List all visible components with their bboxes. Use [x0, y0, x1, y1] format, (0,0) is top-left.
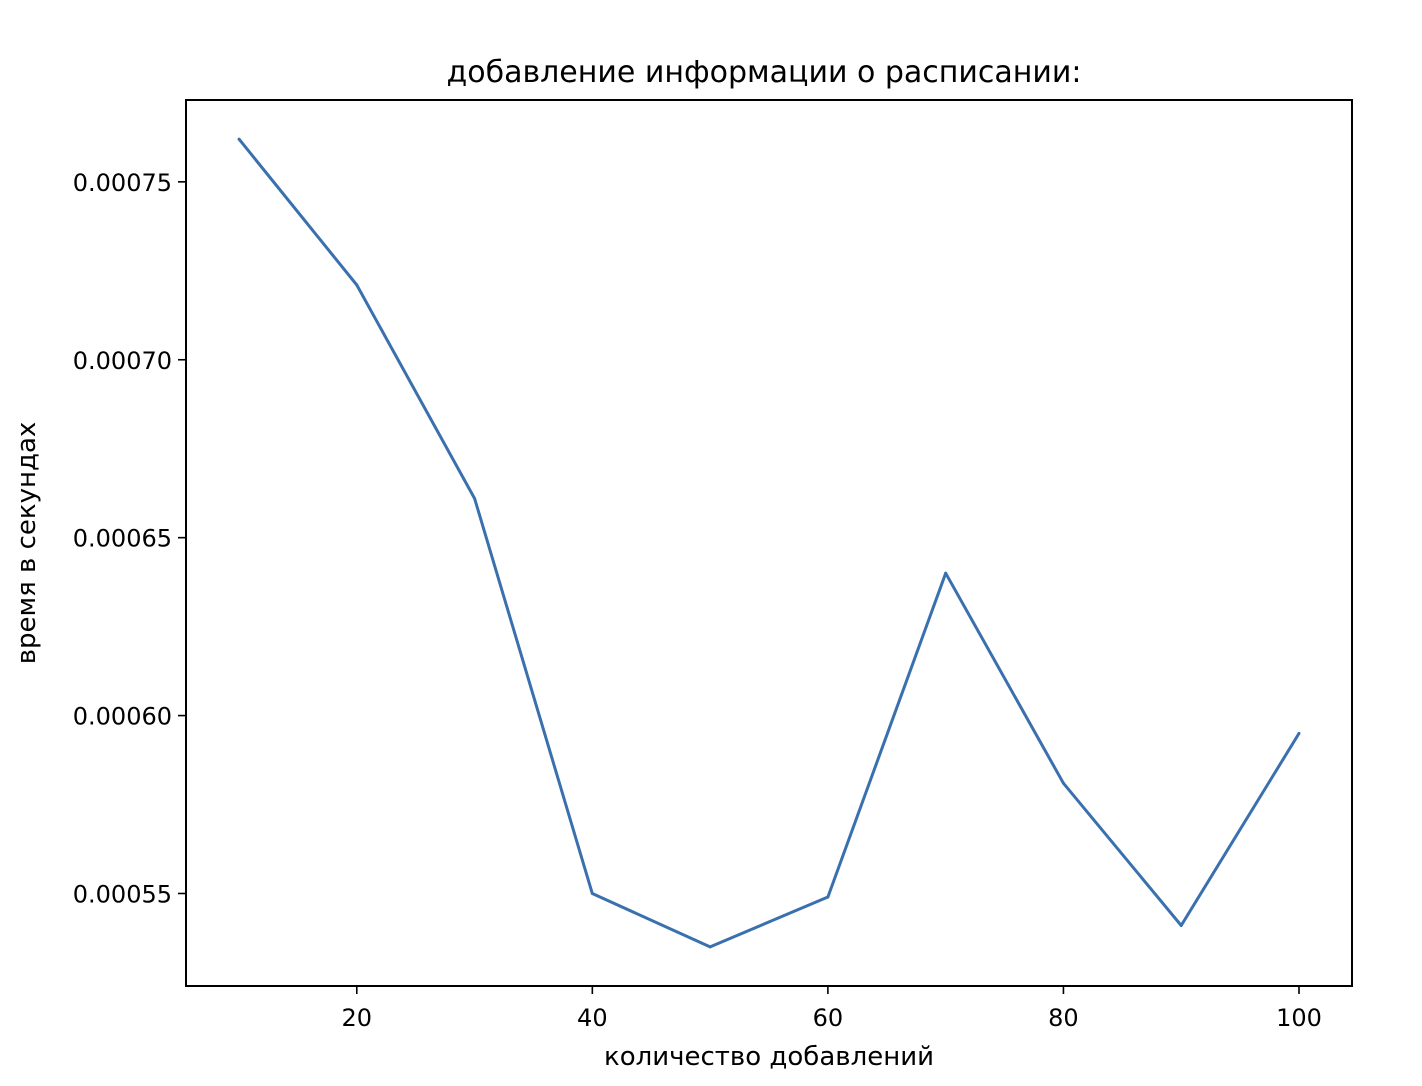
- chart-title: добавление информации о расписании:: [446, 55, 1081, 90]
- y-tick-label: 0.00070: [73, 347, 172, 375]
- data-point: [355, 283, 359, 287]
- x-tick-label: 60: [813, 1004, 844, 1032]
- data-point: [237, 137, 241, 141]
- series-line: [237, 138, 1301, 949]
- data-point: [1297, 731, 1301, 735]
- plot-area-frame: [185, 99, 1353, 987]
- y-axis-ticks: 0.00055 0.00060 0.00065 0.00070 0.00075: [73, 169, 186, 908]
- y-tick-label: 0.00055: [73, 880, 172, 908]
- x-tick-label: 80: [1048, 1004, 1079, 1032]
- data-point: [1179, 924, 1183, 928]
- series-layer: [237, 137, 1301, 949]
- x-tick-label: 40: [577, 1004, 608, 1032]
- y-tick-label: 0.00075: [73, 169, 172, 197]
- x-tick-label: 100: [1276, 1004, 1322, 1032]
- y-axis-label: время в секундах: [12, 422, 42, 665]
- x-axis-label: количество добавлений: [604, 1042, 934, 1072]
- data-point: [590, 891, 594, 895]
- x-tick-label: 20: [342, 1004, 373, 1032]
- data-point: [708, 945, 712, 949]
- x-axis-ticks: 20 40 60 80 100: [342, 986, 1322, 1032]
- data-point: [1061, 781, 1065, 785]
- data-point: [826, 895, 830, 899]
- y-tick-label: 0.00065: [73, 525, 172, 553]
- data-point: [944, 571, 948, 575]
- data-point: [473, 497, 477, 501]
- y-tick-label: 0.00060: [73, 703, 172, 731]
